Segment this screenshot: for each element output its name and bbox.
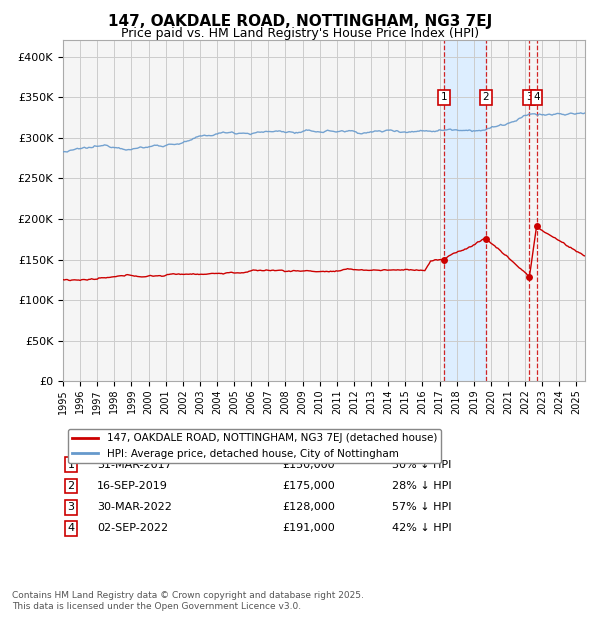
Text: 16-SEP-2019: 16-SEP-2019 <box>97 481 168 491</box>
Text: Price paid vs. HM Land Registry's House Price Index (HPI): Price paid vs. HM Land Registry's House … <box>121 27 479 40</box>
Text: £191,000: £191,000 <box>282 523 335 533</box>
Text: 28% ↓ HPI: 28% ↓ HPI <box>392 481 451 491</box>
Text: 4: 4 <box>67 523 74 533</box>
Text: 42% ↓ HPI: 42% ↓ HPI <box>392 523 451 533</box>
Text: 2: 2 <box>482 92 489 102</box>
Bar <box>444 40 486 381</box>
Text: 2: 2 <box>67 481 74 491</box>
Text: 1: 1 <box>440 92 447 102</box>
Text: 3: 3 <box>67 502 74 512</box>
Text: £128,000: £128,000 <box>282 502 335 512</box>
Legend: 147, OAKDALE ROAD, NOTTINGHAM, NG3 7EJ (detached house), HPI: Average price, det: 147, OAKDALE ROAD, NOTTINGHAM, NG3 7EJ (… <box>68 429 441 463</box>
Text: 02-SEP-2022: 02-SEP-2022 <box>97 523 168 533</box>
Text: 3: 3 <box>526 92 533 102</box>
Text: 30-MAR-2022: 30-MAR-2022 <box>97 502 172 512</box>
Text: £150,000: £150,000 <box>282 460 335 470</box>
Text: 1: 1 <box>67 460 74 470</box>
Text: 31-MAR-2017: 31-MAR-2017 <box>97 460 172 470</box>
Text: £175,000: £175,000 <box>282 481 335 491</box>
Text: 57% ↓ HPI: 57% ↓ HPI <box>392 502 451 512</box>
Text: 30% ↓ HPI: 30% ↓ HPI <box>392 460 451 470</box>
Text: Contains HM Land Registry data © Crown copyright and database right 2025.
This d: Contains HM Land Registry data © Crown c… <box>12 591 364 611</box>
Text: 147, OAKDALE ROAD, NOTTINGHAM, NG3 7EJ: 147, OAKDALE ROAD, NOTTINGHAM, NG3 7EJ <box>108 14 492 29</box>
Text: 4: 4 <box>533 92 540 102</box>
